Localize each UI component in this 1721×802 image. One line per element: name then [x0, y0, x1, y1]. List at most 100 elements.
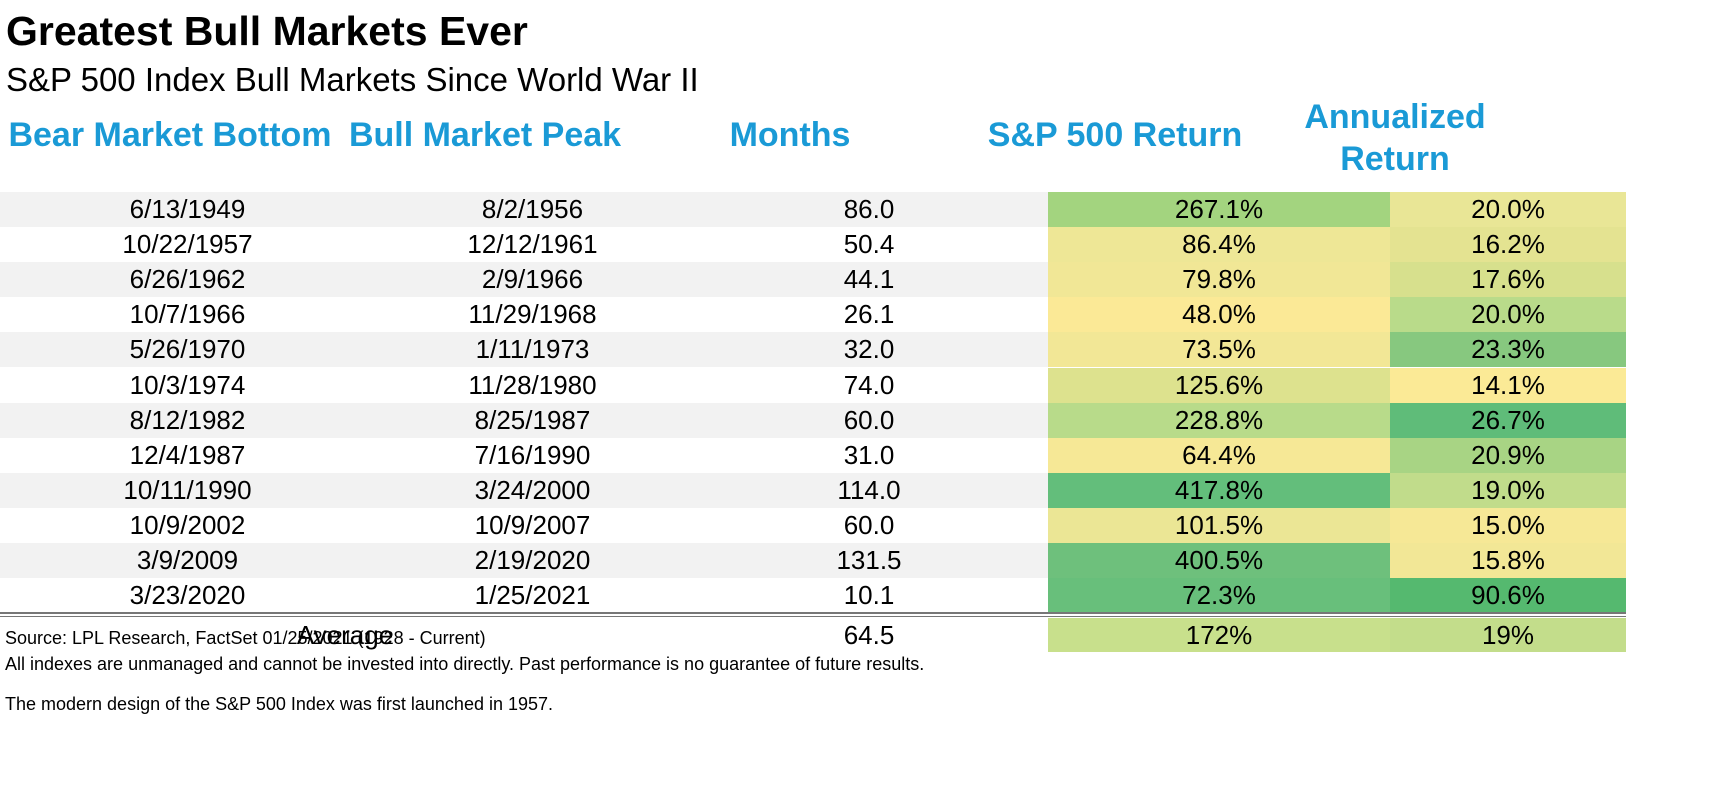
- row-background: [0, 262, 1048, 297]
- cell-bear-market-bottom: 12/4/1987: [129, 440, 246, 470]
- cell-sp500-return: 228.8%: [1048, 403, 1390, 438]
- cell-annualized-return: 16.2%: [1390, 227, 1626, 262]
- average-separator-line: [0, 612, 1626, 614]
- header-annualized-return: Annualized Return: [1280, 96, 1510, 180]
- cell-bull-market-peak: 8/2/1956: [481, 194, 584, 224]
- chart-title: Greatest Bull Markets Ever: [6, 8, 528, 54]
- cell-sp500-return: 48.0%: [1048, 297, 1390, 332]
- cell-bear-market-bottom: 10/3/1974: [129, 370, 246, 400]
- cell-bear-market-bottom: 10/11/1990: [123, 475, 252, 505]
- cell-months: 26.1: [843, 299, 895, 329]
- average-label: Average: [296, 620, 394, 650]
- cell-bear-market-bottom: 10/7/1966: [129, 299, 246, 329]
- header-bear-market-bottom: Bear Market Bottom: [0, 114, 340, 156]
- header-sp500-return: S&P 500 Return: [970, 114, 1260, 156]
- cell-annualized-return: 20.9%: [1390, 438, 1626, 473]
- cell-months: 86.0: [843, 194, 895, 224]
- cell-bear-market-bottom: 6/26/1962: [129, 264, 246, 294]
- cell-bear-market-bottom: 8/12/1982: [129, 405, 246, 435]
- cell-annualized-return: 90.6%: [1390, 578, 1626, 613]
- cell-months: 114.0: [837, 475, 901, 505]
- cell-annualized-return: 15.8%: [1390, 543, 1626, 578]
- cell-annualized-return: 23.3%: [1390, 332, 1626, 367]
- cell-sp500-return: 101.5%: [1048, 508, 1390, 543]
- cell-sp500-return: 64.4%: [1048, 438, 1390, 473]
- cell-sp500-return: 400.5%: [1048, 543, 1390, 578]
- cell-bear-market-bottom: 3/23/2020: [129, 580, 246, 610]
- table-row: 3/23/2020 1/25/2021 10.1 72.3% 90.6%: [0, 578, 1721, 613]
- row-background: [0, 473, 1048, 508]
- cell-months: 74.0: [843, 370, 895, 400]
- cell-annualized-return: 20.0%: [1390, 297, 1626, 332]
- cell-bull-market-peak: 7/16/1990: [474, 440, 591, 470]
- cell-sp500-return: 79.8%: [1048, 262, 1390, 297]
- cell-sp500-return: 86.4%: [1048, 227, 1390, 262]
- cell-bull-market-peak: 1/11/1973: [475, 334, 590, 364]
- cell-annualized-return: 15.0%: [1390, 508, 1626, 543]
- cell-sp500-return: 125.6%: [1048, 368, 1390, 403]
- footnote-source: Source: LPL Research, FactSet 01/25/2021…: [5, 628, 486, 648]
- header-annualized-return-line: Annualized: [1304, 98, 1486, 136]
- header-bear-market-bottom-line: Bear Market Bottom: [8, 116, 332, 154]
- header-annualized-return-line: Return: [1340, 140, 1450, 178]
- cell-months: 44.1: [843, 264, 895, 294]
- average-annualized-return: 19%: [1390, 618, 1626, 652]
- cell-sp500-return: 417.8%: [1048, 473, 1390, 508]
- table-row: 5/26/1970 1/11/1973 32.0 73.5% 23.3%: [0, 332, 1721, 367]
- cell-sp500-return: 72.3%: [1048, 578, 1390, 613]
- average-row: Average 64.5 172% 19%: [0, 618, 1721, 652]
- chart-subtitle: S&P 500 Index Bull Markets Since World W…: [6, 61, 699, 98]
- cell-bear-market-bottom: 3/9/2009: [136, 545, 239, 575]
- average-return: 172%: [1048, 618, 1390, 652]
- row-background: [0, 332, 1048, 367]
- table-row: 10/22/1957 12/12/1961 50.4 86.4% 16.2%: [0, 227, 1721, 262]
- cell-months: 31.0: [843, 440, 895, 470]
- cell-bull-market-peak: 12/12/1961: [467, 229, 598, 259]
- table-row: 8/12/1982 8/25/1987 60.0 228.8% 26.7%: [0, 403, 1721, 438]
- header-bull-market-peak: Bull Market Peak: [340, 114, 630, 156]
- table-row: 12/4/1987 7/16/1990 31.0 64.4% 20.9%: [0, 438, 1721, 473]
- header-months: Months: [690, 114, 890, 156]
- table-row: 3/9/2009 2/19/2020 131.5 400.5% 15.8%: [0, 543, 1721, 578]
- average-separator-line-thin: [0, 616, 1626, 617]
- cell-annualized-return: 26.7%: [1390, 403, 1626, 438]
- cell-bull-market-peak: 11/28/1980: [468, 370, 597, 400]
- cell-months: 131.5: [836, 545, 902, 575]
- table-row: 6/26/1962 2/9/1966 44.1 79.8% 17.6%: [0, 262, 1721, 297]
- row-background: [0, 403, 1048, 438]
- cell-sp500-return: 267.1%: [1048, 192, 1390, 227]
- cell-months: 60.0: [843, 510, 895, 540]
- table-row: 10/7/1966 11/29/1968 26.1 48.0% 20.0%: [0, 297, 1721, 332]
- header-bull-market-peak-line: Bull Market Peak: [348, 116, 622, 154]
- cell-annualized-return: 14.1%: [1390, 368, 1626, 403]
- table-row: 10/11/1990 3/24/2000 114.0 417.8% 19.0%: [0, 473, 1721, 508]
- table-row: 10/3/1974 11/28/1980 74.0 125.6% 14.1%: [0, 368, 1721, 403]
- cell-bear-market-bottom: 5/26/1970: [129, 334, 246, 364]
- footnote-disclaimer: All indexes are unmanaged and cannot be …: [5, 654, 925, 674]
- cell-annualized-return: 20.0%: [1390, 192, 1626, 227]
- table-row: 10/9/2002 10/9/2007 60.0 101.5% 15.0%: [0, 508, 1721, 543]
- cell-bull-market-peak: 8/25/1987: [474, 405, 591, 435]
- cell-bull-market-peak: 11/29/1968: [468, 299, 597, 329]
- cell-bull-market-peak: 2/9/1966: [481, 264, 584, 294]
- row-background: [0, 543, 1048, 578]
- cell-months: 32.0: [843, 334, 895, 364]
- cell-months: 10.1: [843, 580, 895, 610]
- average-months: 64.5: [843, 620, 895, 650]
- cell-bull-market-peak: 1/25/2021: [474, 580, 591, 610]
- header-sp500-return-line: S&P 500 Return: [987, 116, 1243, 154]
- cell-months: 60.0: [843, 405, 895, 435]
- cell-bear-market-bottom: 10/9/2002: [129, 510, 246, 540]
- cell-months: 50.4: [843, 229, 895, 259]
- cell-bear-market-bottom: 6/13/1949: [129, 194, 246, 224]
- header-months-line: Months: [729, 116, 851, 154]
- footnote-history: The modern design of the S&P 500 Index w…: [5, 694, 554, 714]
- table-row: 6/13/1949 8/2/1956 86.0 267.1% 20.0%: [0, 192, 1721, 227]
- cell-bull-market-peak: 2/19/2020: [474, 545, 591, 575]
- cell-sp500-return: 73.5%: [1048, 332, 1390, 367]
- cell-bull-market-peak: 3/24/2000: [474, 475, 591, 505]
- cell-bull-market-peak: 10/9/2007: [474, 510, 591, 540]
- row-background: [0, 192, 1048, 227]
- cell-annualized-return: 19.0%: [1390, 473, 1626, 508]
